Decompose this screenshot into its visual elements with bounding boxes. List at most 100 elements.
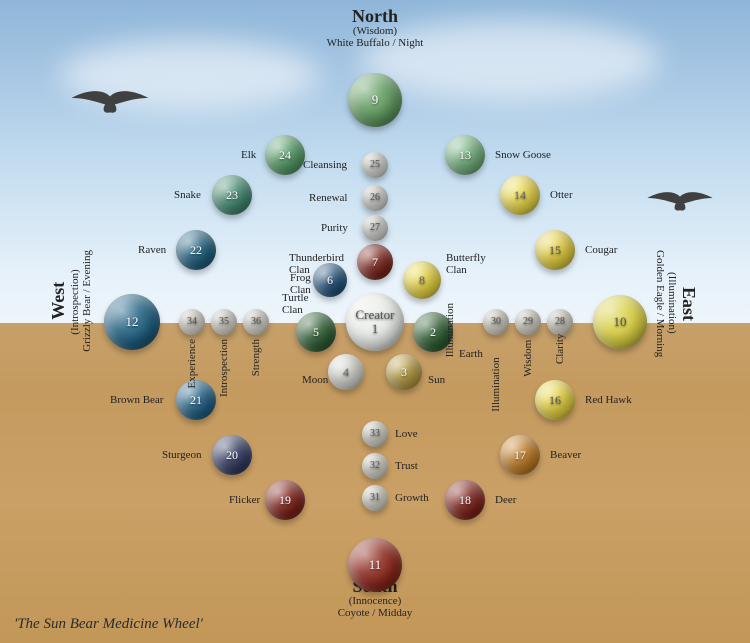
- sphere-22: 22: [176, 230, 216, 270]
- sphere-25: 25: [362, 152, 388, 178]
- sphere-3: 3: [386, 354, 422, 390]
- sphere-12: 12: [104, 294, 160, 350]
- sphere-number: 9: [372, 93, 379, 107]
- sphere-label: Earth: [459, 348, 483, 360]
- direction-west-title: West: [48, 250, 69, 352]
- sphere-17: 17: [500, 435, 540, 475]
- sphere-33: 33: [362, 421, 388, 447]
- sphere-number: 15: [549, 244, 561, 257]
- sphere-label: Snake: [174, 189, 201, 201]
- sphere-label: Renewal: [309, 192, 347, 204]
- sphere-label: Elk: [241, 149, 256, 161]
- sphere-number: 8: [419, 274, 425, 287]
- sphere-label: Red Hawk: [585, 394, 632, 406]
- sphere-label: Experience: [186, 339, 198, 388]
- sphere-14: 14: [500, 175, 540, 215]
- sphere-7: 7: [357, 244, 393, 280]
- sphere-number: 18: [459, 494, 471, 507]
- direction-north-sub2: White Buffalo / Night: [295, 37, 455, 49]
- sphere-15: 15: [535, 230, 575, 270]
- sphere-30: 30: [483, 309, 509, 335]
- sphere-number: 21: [190, 394, 202, 407]
- sphere-number: 23: [226, 189, 238, 202]
- sphere-label: Introspection: [218, 339, 230, 397]
- sphere-28: 28: [547, 309, 573, 335]
- direction-east-sub2: Golden Eagle / Morning: [654, 250, 666, 357]
- sphere-number: 31: [370, 493, 380, 504]
- sphere-number: 26: [370, 193, 380, 204]
- sphere-number: 7: [372, 256, 378, 269]
- direction-east-title: East: [678, 250, 699, 357]
- sphere-4: 4: [328, 354, 364, 390]
- direction-north-sub: (Wisdom): [295, 25, 455, 37]
- sphere-number: 16: [549, 394, 561, 407]
- sphere-number: 34: [187, 317, 197, 328]
- sphere-number: Creator 1: [356, 308, 395, 335]
- sphere-label: Snow Goose: [495, 149, 551, 161]
- eagle-silhouette: [646, 183, 714, 214]
- direction-south-sub: (Innocence): [295, 595, 455, 607]
- sphere-number: 3: [401, 366, 407, 379]
- sphere-18: 18: [445, 480, 485, 520]
- sphere-label: Sun: [428, 374, 445, 386]
- sphere-number: 25: [370, 160, 380, 171]
- sphere-36: 36: [243, 309, 269, 335]
- sphere-number: 35: [219, 317, 229, 328]
- sphere-32: 32: [362, 453, 388, 479]
- eagle-silhouette: [70, 80, 150, 116]
- direction-north: North (Wisdom) White Buffalo / Night: [295, 6, 455, 49]
- sphere-label: Flicker: [229, 494, 260, 506]
- diagram-title: 'The Sun Bear Medicine Wheel': [14, 616, 203, 633]
- sphere-label: Brown Bear: [110, 394, 163, 406]
- sphere-number: 30: [491, 317, 501, 328]
- sphere-label: Trust: [395, 460, 418, 472]
- sphere-number: 32: [370, 461, 380, 472]
- sphere-label: Moon: [302, 374, 328, 386]
- direction-west-sub2: Grizzly Bear / Evening: [81, 250, 93, 352]
- sphere-number: 10: [614, 315, 627, 329]
- direction-west: West (Introspection) Grizzly Bear / Even…: [48, 250, 93, 352]
- sphere-24: 24: [265, 135, 305, 175]
- sphere-1: Creator 1: [346, 293, 404, 351]
- sphere-label: Purity: [321, 222, 348, 234]
- direction-south-sub2: Coyote / Midday: [295, 607, 455, 619]
- sphere-number: 13: [459, 149, 471, 162]
- sphere-20: 20: [212, 435, 252, 475]
- sphere-label: Thunderbird Clan: [289, 252, 355, 276]
- sphere-label: Cougar: [585, 244, 617, 256]
- sphere-number: 27: [370, 223, 380, 234]
- sphere-27: 27: [362, 215, 388, 241]
- direction-west-sub: (Introspection): [69, 250, 81, 354]
- sphere-number: 22: [190, 244, 202, 257]
- sphere-number: 24: [279, 149, 291, 162]
- sphere-number: 11: [369, 558, 382, 572]
- sphere-13: 13: [445, 135, 485, 175]
- sphere-31: 31: [362, 485, 388, 511]
- sphere-label: Cleansing: [303, 159, 347, 171]
- sphere-10: 10: [593, 295, 647, 349]
- sphere-34: 34: [179, 309, 205, 335]
- sphere-number: 20: [226, 449, 238, 462]
- sphere-19: 19: [265, 480, 305, 520]
- sphere-label: Love: [395, 428, 418, 440]
- sphere-number: 4: [343, 366, 349, 379]
- sphere-label: Strength: [250, 339, 262, 376]
- sphere-label: Wisdom: [522, 340, 534, 377]
- sphere-label: Illumination: [444, 303, 456, 357]
- sphere-23: 23: [212, 175, 252, 215]
- sphere-label: Sturgeon: [162, 449, 202, 461]
- direction-north-title: North: [295, 6, 455, 27]
- sphere-number: 2: [430, 326, 436, 339]
- sphere-number: 19: [279, 494, 291, 507]
- sphere-label: Raven: [138, 244, 166, 256]
- direction-east-sub: (Illumination): [666, 248, 678, 357]
- medicine-wheel-diagram: North (Wisdom) White Buffalo / Night Sou…: [0, 0, 750, 643]
- sphere-16: 16: [535, 380, 575, 420]
- sphere-number: 33: [370, 429, 380, 440]
- sphere-number: 12: [126, 315, 139, 329]
- sphere-9: 9: [348, 73, 402, 127]
- sphere-label: Butterfly Clan: [446, 252, 498, 276]
- sphere-35: 35: [211, 309, 237, 335]
- sphere-label: Deer: [495, 494, 516, 506]
- sphere-label: Clarity: [554, 334, 566, 365]
